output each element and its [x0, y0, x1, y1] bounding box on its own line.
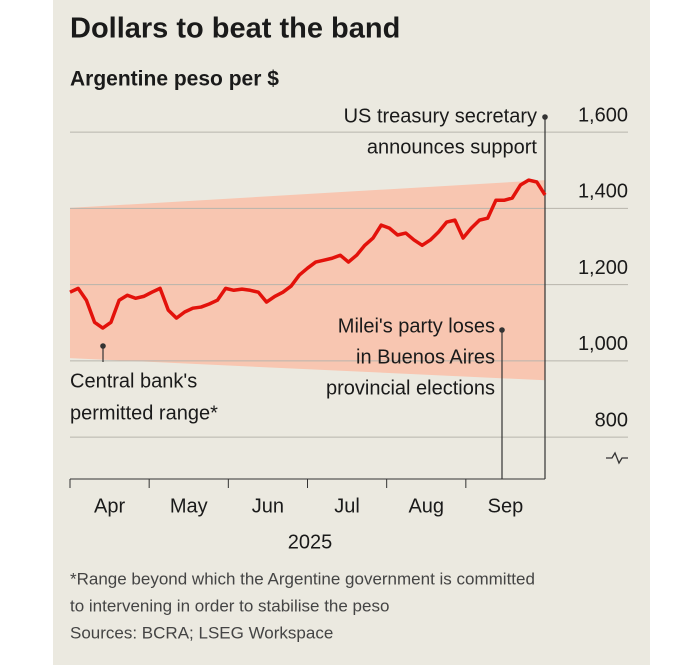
line-series [69, 178, 547, 330]
annotation: provincial elections [326, 377, 495, 399]
annotation-dot [499, 327, 505, 333]
annotation-dot [100, 343, 106, 349]
band-label: Central bank's [70, 370, 197, 392]
chart-title: Dollars to beat the band [70, 13, 400, 45]
y-tick-label: 800 [595, 409, 628, 431]
axis-break [606, 451, 628, 465]
x-tick-label: Apr [94, 495, 125, 517]
x-tick-label: Sep [488, 495, 524, 517]
chart-subtitle: Argentine peso per $ [70, 68, 279, 91]
x-tick-label: May [170, 495, 208, 517]
y-tick-label: 1,400 [578, 181, 628, 203]
x-axis-label: 2025 [288, 531, 333, 553]
annotation: Milei's party loses [338, 315, 495, 337]
annotation-dot [542, 114, 548, 120]
x-tick-label: Aug [408, 495, 444, 517]
x-tick-label: Jun [252, 495, 284, 517]
annotation: announces support [367, 136, 538, 158]
source: Sources: BCRA; LSEG Workspace [70, 623, 333, 642]
y-tick-label: 1,000 [578, 333, 628, 355]
band-label: permitted range* [70, 402, 218, 424]
y-tick-label: 1,200 [578, 257, 628, 279]
permitted-range [70, 180, 545, 381]
x-tick-label: Jul [334, 495, 360, 517]
annotation: US treasury secretary [344, 105, 537, 127]
footnote: *Range beyond which the Argentine govern… [70, 569, 535, 588]
footnote: to intervening in order to stabilise the… [70, 596, 389, 615]
y-tick-label: 1,600 [578, 104, 628, 126]
annotation: in Buenos Aires [356, 346, 495, 368]
